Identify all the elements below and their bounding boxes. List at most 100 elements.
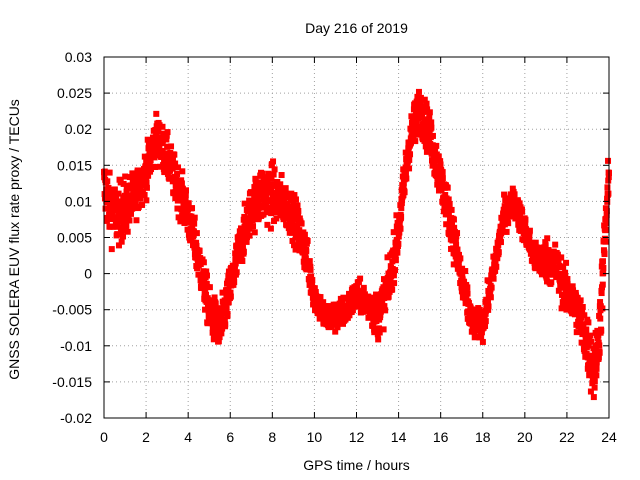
data-point [110, 223, 117, 230]
data-point [152, 139, 159, 146]
data-point [399, 196, 406, 203]
data-point [264, 179, 271, 186]
data-point [231, 279, 238, 286]
data-point [102, 205, 109, 212]
data-point [174, 205, 181, 212]
data-point [482, 322, 489, 329]
data-point [495, 242, 502, 249]
data-point [543, 274, 550, 281]
data-point [501, 191, 508, 198]
data-point [497, 239, 504, 246]
data-point [282, 185, 289, 192]
x-tick-label: 10 [307, 429, 323, 445]
data-point [301, 231, 308, 238]
data-point [168, 143, 175, 150]
data-point [444, 184, 451, 191]
data-point [206, 284, 213, 291]
data-point [311, 285, 318, 292]
data-point [578, 314, 585, 321]
data-point [203, 291, 210, 298]
data-point [563, 259, 570, 266]
data-point [426, 130, 433, 137]
axis-ticks [103, 56, 610, 419]
data-point [174, 170, 181, 177]
data-point [394, 249, 401, 256]
data-point [104, 214, 111, 221]
data-point [488, 284, 495, 291]
data-point [104, 178, 111, 185]
data-point [476, 306, 483, 313]
data-point [236, 245, 243, 252]
data-point [604, 184, 611, 191]
data-points [101, 88, 612, 401]
data-point [420, 126, 427, 133]
data-point [334, 324, 341, 331]
data-point [573, 329, 580, 336]
data-point [341, 295, 348, 302]
data-point [126, 217, 133, 224]
data-point [545, 248, 552, 255]
data-point [439, 178, 446, 185]
data-point [580, 325, 587, 332]
data-point [355, 278, 362, 285]
data-point [361, 291, 368, 298]
data-point [482, 310, 489, 317]
data-point [283, 190, 290, 197]
data-point [429, 132, 436, 139]
data-point [428, 119, 435, 126]
data-point [147, 157, 154, 164]
data-point [555, 258, 562, 265]
chart-title: Day 216 of 2019 [305, 20, 408, 36]
data-point [485, 303, 492, 310]
data-point [259, 170, 266, 177]
data-point [195, 271, 202, 278]
data-point [603, 217, 610, 224]
data-point [230, 274, 237, 281]
data-point [564, 276, 571, 283]
data-point [288, 190, 295, 197]
data-point [347, 293, 354, 300]
data-point [252, 178, 259, 185]
data-point [118, 211, 125, 218]
y-tick-label: 0.03 [65, 49, 92, 65]
data-point [188, 236, 195, 243]
data-point [119, 215, 126, 222]
data-point [202, 287, 209, 294]
data-point [101, 168, 108, 175]
data-point [139, 201, 146, 208]
data-point [394, 246, 401, 253]
data-point [145, 163, 152, 170]
data-point [212, 300, 219, 307]
data-point [177, 192, 184, 199]
data-point [139, 182, 146, 189]
data-point [401, 189, 408, 196]
y-tick-label: 0.015 [57, 157, 92, 173]
data-point [373, 291, 380, 298]
data-point [339, 320, 346, 327]
data-point [400, 183, 407, 190]
data-point [573, 306, 580, 313]
data-point [164, 143, 171, 150]
data-point [332, 328, 339, 335]
data-point [371, 297, 378, 304]
data-point [453, 241, 460, 248]
data-point [420, 103, 427, 110]
data-point [380, 326, 387, 333]
data-point [380, 276, 387, 283]
data-point [196, 248, 203, 255]
data-point [193, 242, 200, 249]
x-tick-label: 8 [268, 429, 276, 445]
data-point [312, 289, 319, 296]
data-point [603, 208, 610, 215]
data-point [385, 293, 392, 300]
data-point [233, 269, 240, 276]
data-point [153, 110, 160, 117]
data-point [178, 197, 185, 204]
data-point [419, 112, 426, 119]
data-point [396, 229, 403, 236]
data-point [219, 289, 226, 296]
data-point [277, 181, 284, 188]
data-point [132, 200, 139, 207]
data-point [134, 167, 141, 174]
data-point [598, 327, 605, 334]
